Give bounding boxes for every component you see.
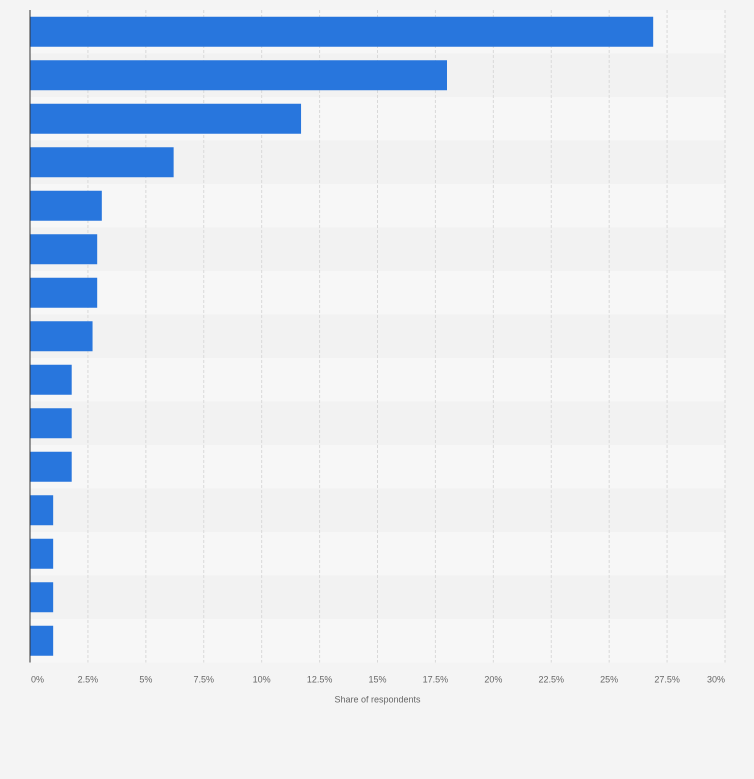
row-band (30, 532, 725, 576)
bar-10[interactable] (30, 408, 72, 439)
bar-11[interactable] (30, 451, 72, 482)
bar-4[interactable] (30, 147, 174, 178)
bars (30, 16, 654, 656)
x-tick-label: 12.5% (307, 675, 333, 685)
x-tick-label: 27.5% (654, 675, 680, 685)
x-tick-label: 15% (368, 675, 386, 685)
x-axis-tick-labels: 0% 2.5% 5% 7.5% 10% 12.5% 15% 17.5% 20% 22.5% 25% 2… (31, 675, 725, 685)
x-tick-label: 30% (707, 675, 725, 685)
row-band (30, 227, 725, 271)
bar-15[interactable] (30, 625, 54, 656)
x-tick-label: 7.5% (193, 675, 214, 685)
x-tick-label: 0% (31, 675, 44, 685)
x-axis-title: Share of respondents (334, 695, 421, 705)
bar-7[interactable] (30, 277, 98, 308)
bar-14[interactable] (30, 582, 54, 613)
bar-1[interactable] (30, 16, 654, 47)
x-tick-label: 10% (253, 675, 271, 685)
bar-6[interactable] (30, 234, 98, 265)
x-tick-label: 17.5% (423, 675, 449, 685)
bar-2[interactable] (30, 60, 447, 91)
bar-8[interactable] (30, 321, 93, 352)
x-tick-label: 25% (600, 675, 618, 685)
x-tick-label: 2.5% (78, 675, 99, 685)
row-band (30, 401, 725, 445)
bar-9[interactable] (30, 364, 72, 395)
x-tick-label: 5% (139, 675, 152, 685)
x-tick-label: 20% (484, 675, 502, 685)
bar-5[interactable] (30, 190, 102, 221)
bar-13[interactable] (30, 538, 54, 569)
x-tick-label: 22.5% (538, 675, 564, 685)
bar-12[interactable] (30, 495, 54, 526)
row-band (30, 358, 725, 402)
bar-3[interactable] (30, 103, 302, 134)
